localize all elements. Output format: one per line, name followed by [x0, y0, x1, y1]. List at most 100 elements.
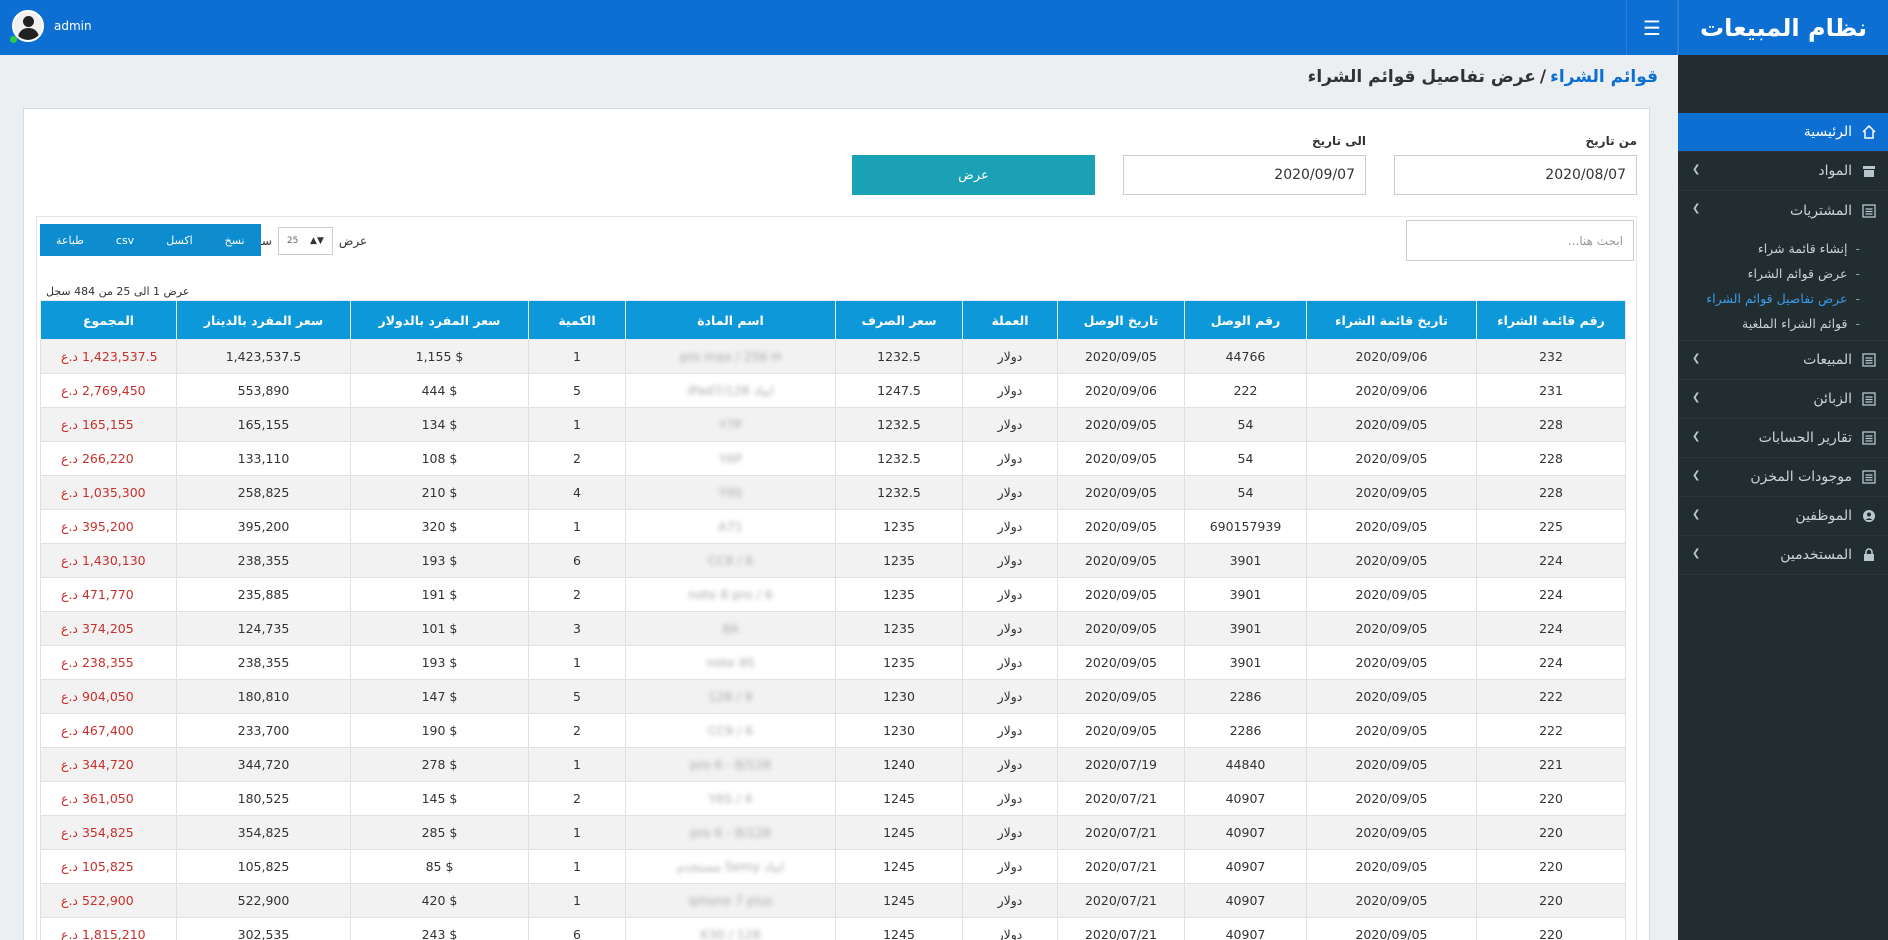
- table-cell: $ 108: [350, 441, 529, 476]
- column-header[interactable]: تاريخ الوصل: [1057, 300, 1185, 340]
- table-cell: 5: [528, 373, 626, 408]
- search-input[interactable]: ابحث هنا...: [1406, 220, 1634, 261]
- sidebar-item-reports[interactable]: تقارير الحسابات ❯: [1678, 419, 1888, 458]
- breadcrumb-parent-link[interactable]: قوائم الشراء: [1550, 67, 1658, 87]
- submenu-create-purchase[interactable]: - إنشاء قائمة شراء: [1678, 236, 1888, 261]
- purchase-details-table: رقم قائمة الشراء تاريخ قائمة الشراء رقم …: [40, 300, 1626, 940]
- table-cell: 2020/07/19: [1057, 747, 1185, 782]
- table-cell: $ 101: [350, 611, 529, 646]
- item-name: pro max / 256 H: [679, 349, 782, 364]
- table-header-row: رقم قائمة الشراء تاريخ قائمة الشراء رقم …: [40, 300, 1626, 340]
- table-cell: 180,525: [176, 781, 351, 816]
- table-cell: 1245: [835, 849, 963, 884]
- top-header: ☰ admin: [0, 0, 1678, 55]
- item-name: Y6P: [718, 451, 743, 466]
- table-wrapper: ابحث هنا... عرض 25 ▲▼ سجل نسخ اكسل csv ط…: [36, 216, 1637, 940]
- table-cell: 238,355: [176, 543, 351, 578]
- user-menu[interactable]: admin: [12, 10, 92, 42]
- sidebar-item-home[interactable]: الرئيسية: [1678, 113, 1888, 152]
- sidebar-item-employees[interactable]: الموظفين ❯: [1678, 497, 1888, 536]
- table-cell: 1235: [835, 509, 963, 544]
- table-cell: 165,155 د.ع: [40, 407, 177, 442]
- item-name: CC9 / 6: [707, 553, 754, 568]
- submenu-purchase-details[interactable]: - عرض تفاصيل قوائم الشراء: [1678, 286, 1888, 311]
- submenu-view-purchases[interactable]: - عرض قوائم الشراء: [1678, 261, 1888, 286]
- username: admin: [54, 19, 92, 33]
- page-length-select[interactable]: 25 ▲▼: [277, 227, 333, 255]
- sidebar-item-label: المشتريات: [1789, 202, 1852, 219]
- to-date-field[interactable]: 2020/09/07: [1123, 155, 1366, 195]
- table-cell: 221: [1476, 747, 1626, 782]
- csv-button[interactable]: csv: [115, 233, 135, 247]
- excel-button[interactable]: اكسل: [166, 233, 193, 247]
- table-cell: $ 134: [350, 407, 529, 442]
- table-cell: 904,050 د.ع: [40, 679, 177, 714]
- table-cell: 54: [1184, 475, 1307, 510]
- column-header[interactable]: سعر الصرف: [835, 300, 963, 340]
- column-header[interactable]: سعر المفرد بالدينار: [176, 300, 351, 340]
- column-header[interactable]: الكمية: [528, 300, 626, 340]
- print-button[interactable]: طباعة: [56, 233, 84, 247]
- table-cell: $ 1,155: [350, 339, 529, 374]
- sidebar-item-inventory[interactable]: موجودات المخزن ❯: [1678, 458, 1888, 497]
- sidebar-item-label: المبيعات: [1803, 352, 1852, 368]
- table-cell: 1245: [835, 917, 963, 940]
- table-cell: 220: [1476, 917, 1626, 940]
- chevron-down-icon: ❯: [1692, 203, 1701, 214]
- menu-toggle-button[interactable]: ☰: [1626, 0, 1678, 55]
- table-cell: 222: [1476, 713, 1626, 748]
- table-cell: 344,720 د.ع: [40, 747, 177, 782]
- main-content: قوائم الشراء / عرض تفاصيل قوائم الشراء م…: [0, 55, 1678, 940]
- table-cell: 3: [528, 611, 626, 646]
- table-cell: 3901: [1184, 577, 1307, 612]
- table-cell: 40907: [1184, 917, 1307, 940]
- sidebar-item-users[interactable]: المستخدمين ❯: [1678, 536, 1888, 575]
- table-cell: $ 243: [350, 917, 529, 940]
- table-cell: 2020/09/06: [1306, 339, 1477, 374]
- column-header[interactable]: سعر المفرد بالدولار: [350, 300, 529, 340]
- table-cell: 2: [528, 441, 626, 476]
- item-name: 8A: [722, 621, 739, 636]
- app-title[interactable]: نظام المبيعات: [1678, 0, 1888, 55]
- column-header[interactable]: العملة: [962, 300, 1058, 340]
- show-label: عرض: [338, 234, 368, 248]
- sidebar-item-label: تقارير الحسابات: [1758, 430, 1852, 446]
- submenu-cancelled-purchases[interactable]: - قوائم الشراء الملغية: [1678, 311, 1888, 336]
- from-date-field[interactable]: 2020/08/07: [1394, 155, 1637, 195]
- column-header[interactable]: تاريخ قائمة الشراء: [1306, 300, 1477, 340]
- table-row: 228 2020/09/05 54 2020/09/05 دولار 1232.5 Y7P 1…: [40, 407, 1626, 442]
- table-cell: 2020/09/06: [1057, 373, 1185, 408]
- breadcrumb: قوائم الشراء / عرض تفاصيل قوائم الشراء: [1308, 67, 1658, 87]
- table-cell: 5: [528, 679, 626, 714]
- table-cell: ايباد iPad7/128: [625, 373, 836, 408]
- sidebar-item-customers[interactable]: الزبائن ❯: [1678, 380, 1888, 419]
- table-row: 228 2020/09/05 54 2020/09/05 دولار 1232.5 Y6P 2…: [40, 441, 1626, 476]
- copy-button[interactable]: نسخ: [224, 233, 245, 247]
- table-cell: $ 193: [350, 543, 529, 578]
- table-cell: Y6S / 4: [625, 781, 836, 816]
- table-cell: دولار: [962, 645, 1058, 680]
- table-cell: 1: [528, 815, 626, 850]
- table-cell: 1245: [835, 815, 963, 850]
- list-icon: [1860, 468, 1878, 486]
- table-cell: 44766: [1184, 339, 1307, 374]
- table-cell: 220: [1476, 815, 1626, 850]
- column-header[interactable]: اسم المادة: [625, 300, 836, 340]
- column-header[interactable]: رقم الوصل: [1184, 300, 1307, 340]
- table-cell: 1,815,210 د.ع: [40, 917, 177, 940]
- sidebar-item-materials[interactable]: المواد ❯: [1678, 152, 1888, 191]
- table-row: 220 2020/09/05 40907 2020/07/21 دولار 1245 ايب…: [40, 849, 1626, 884]
- item-name: note 9S: [706, 655, 755, 670]
- sidebar-item-sales[interactable]: المبيعات ❯: [1678, 341, 1888, 380]
- show-button[interactable]: عرض: [852, 155, 1095, 195]
- sidebar-item-label: المواد: [1818, 163, 1852, 179]
- column-header[interactable]: المجموع: [40, 300, 177, 340]
- item-name: note 8 pro / 6: [688, 587, 773, 602]
- online-status-icon: [10, 36, 17, 43]
- table-cell: دولار: [962, 509, 1058, 544]
- table-cell: 2020/09/05: [1057, 441, 1185, 476]
- column-header[interactable]: رقم قائمة الشراء: [1476, 300, 1626, 340]
- dash-icon: -: [1855, 241, 1860, 256]
- table-cell: pro 6 - 8/128: [625, 747, 836, 782]
- sidebar-item-purchases[interactable]: المشتريات ❯: [1678, 191, 1888, 230]
